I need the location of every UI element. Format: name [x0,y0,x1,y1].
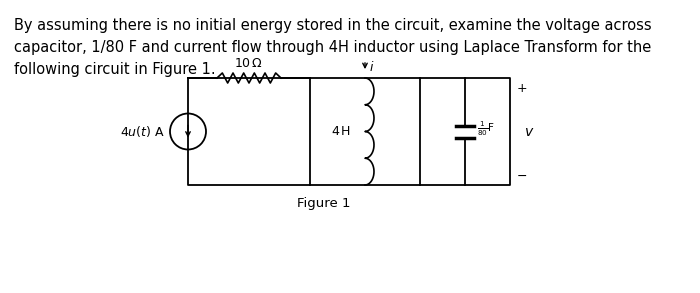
Text: $+$: $+$ [516,81,527,95]
Text: $4\,\mathrm{H}$: $4\,\mathrm{H}$ [331,125,351,138]
Text: $i$: $i$ [369,60,375,74]
Text: Figure 1: Figure 1 [298,197,351,210]
Text: $-$: $-$ [516,168,527,181]
Text: $\frac{1}{80}$F: $\frac{1}{80}$F [477,119,495,138]
Text: $v$: $v$ [524,125,534,139]
Text: By assuming there is no initial energy stored in the circuit, examine the voltag: By assuming there is no initial energy s… [14,18,652,33]
Text: following circuit in Figure 1.: following circuit in Figure 1. [14,62,216,77]
Text: $10\,\Omega$: $10\,\Omega$ [234,57,263,70]
Text: capacitor, 1/80 F and current flow through 4H inductor using Laplace Transform f: capacitor, 1/80 F and current flow throu… [14,40,651,55]
Text: $4u(t)$ A: $4u(t)$ A [120,124,165,139]
